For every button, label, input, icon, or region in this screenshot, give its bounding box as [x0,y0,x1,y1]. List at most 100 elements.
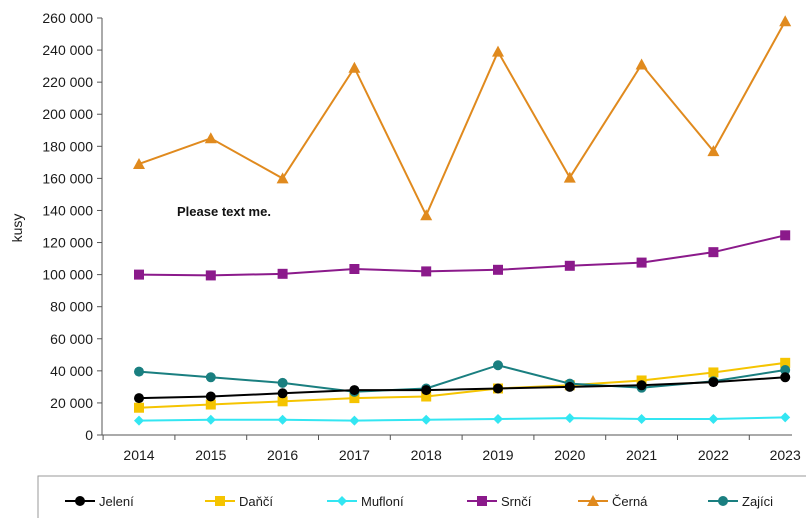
y-tick-label: 200 000 [42,106,93,122]
series-line [138,416,786,422]
y-axis-label: kusy [9,214,25,243]
data-point [277,396,288,407]
data-point [708,247,719,258]
data-point [492,45,504,57]
legend-marker [75,496,85,506]
data-point [421,414,432,425]
legend-item: Daňčí [205,494,273,509]
data-point [276,172,289,184]
legend-label: Zajíci [742,494,773,509]
legend-label: Černá [612,494,648,509]
legend-item: Jelení [65,494,134,509]
data-point [205,391,216,402]
data-point [134,402,144,413]
data-point [348,61,361,73]
y-tick-label: 100 000 [42,267,93,283]
data-point [349,393,360,404]
series-line [138,361,786,409]
data-point [636,380,647,391]
y-tick-label: 120 000 [42,235,93,251]
data-point [779,15,792,27]
data-point [493,264,503,275]
x-tick-label: 2017 [339,447,370,463]
legend-marker [337,496,347,506]
data-point [636,257,647,268]
legend-marker [587,495,599,506]
series-3 [134,412,791,426]
legend-item: Srnčí [467,494,532,509]
y-tick-label: 0 [85,427,93,443]
chart-annotation: Please text me. [177,204,271,219]
data-point [349,264,360,275]
data-point [708,413,719,424]
data-point [708,367,719,378]
legend-item: Mufloní [327,494,404,509]
legend-marker [477,496,487,506]
series-line [138,20,787,218]
data-point [205,270,216,281]
y-tick-label: 80 000 [50,299,93,315]
x-tick-label: 2020 [554,447,585,463]
legend-box [37,475,806,518]
x-tick-label: 2021 [626,447,657,463]
data-point [780,412,791,423]
data-point [421,266,432,277]
data-point [277,377,288,388]
y-tick-label: 60 000 [50,331,93,347]
data-point [134,366,144,377]
legend-label: Daňčí [239,494,273,509]
series-1 [134,372,791,404]
x-tick-label: 2018 [411,447,442,463]
x-tick-label: 2022 [698,447,729,463]
data-point [277,414,288,425]
data-point [780,365,791,376]
data-point [563,171,576,183]
x-tick-label: 2014 [123,447,154,463]
y-tick-label: 20 000 [50,395,93,411]
legend-marker [718,496,728,506]
y-tick-label: 240 000 [42,42,93,58]
y-tick-label: 160 000 [42,170,93,186]
legend-label: Srnčí [501,494,532,509]
series-layer [133,15,792,426]
x-tick-label: 2015 [195,447,226,463]
data-point [349,415,360,426]
data-point [636,413,647,424]
data-point [134,415,144,426]
data-point [564,413,575,424]
y-tick-label: 260 000 [42,10,93,26]
data-point [493,360,503,371]
data-point [277,388,288,399]
data-point [205,372,216,383]
data-point [493,413,503,424]
series-4 [134,230,791,281]
series-line [138,364,786,393]
x-axis-ticks: 2014 2015 2016 2017 2018 2019 2020 2021 2022 2023 [102,435,801,463]
data-point [708,377,719,388]
y-tick-label: 180 000 [42,138,93,154]
y-axis-ticks: 0 20 000 40 000 60 000 80 000 100 000 120 000 1… [42,10,102,443]
data-point [564,381,575,392]
data-point [780,230,791,241]
x-tick-label: 2023 [770,447,801,463]
data-point [421,391,432,402]
y-tick-label: 220 000 [42,74,93,90]
data-point [205,414,216,425]
data-point [707,145,720,157]
x-tick-label: 2019 [482,447,513,463]
series-line [138,376,786,400]
data-point [134,393,144,404]
y-tick-label: 140 000 [42,202,93,218]
data-point [277,268,288,279]
legend: Jelení Daňčí Mufloní Srnčí Černá Zajíci [65,494,773,509]
x-tick-label: 2016 [267,447,298,463]
legend-item: Černá [578,494,648,509]
data-point [349,385,360,396]
y-tick-label: 40 000 [50,363,93,379]
data-point [493,383,503,394]
legend-label: Mufloní [361,494,404,509]
data-point [780,357,791,368]
data-point [635,58,648,70]
series-5 [133,15,792,221]
